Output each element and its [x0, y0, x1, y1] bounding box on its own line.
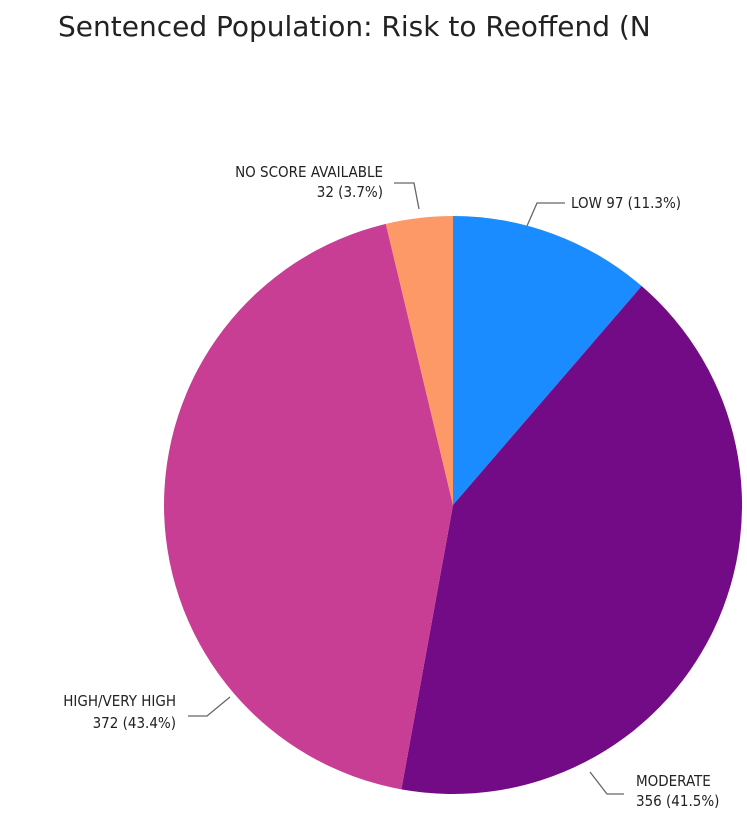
slice-value-label: 32 (3.7%) — [317, 183, 383, 201]
chart-title: Sentenced Population: Risk to Reoffend (… — [58, 10, 651, 43]
pie-slice-no-score-available — [385, 216, 453, 505]
pie-slice-moderate — [401, 286, 743, 795]
slice-labels: LOW 97 (11.3%) MODERATE 356 (41.5%) HIGH/VE… — [63, 163, 719, 810]
slice-label: HIGH/VERY HIGH — [63, 692, 176, 710]
leader-line — [188, 696, 231, 717]
pie-slice-high-very-high — [164, 223, 453, 790]
slice-value-label: 372 (43.4%) — [93, 714, 176, 732]
slice-label: NO SCORE AVAILABLE — [235, 163, 383, 181]
leader-line — [394, 182, 420, 210]
pie-slice-low — [453, 215, 642, 505]
slice-value-label: 356 (41.5%) — [636, 792, 719, 810]
slice-label: LOW 97 (11.3%) — [571, 194, 681, 212]
leader-line — [589, 771, 624, 795]
pie-slices — [164, 215, 743, 795]
slice-label: MODERATE — [636, 772, 711, 790]
leader-line — [526, 202, 565, 227]
